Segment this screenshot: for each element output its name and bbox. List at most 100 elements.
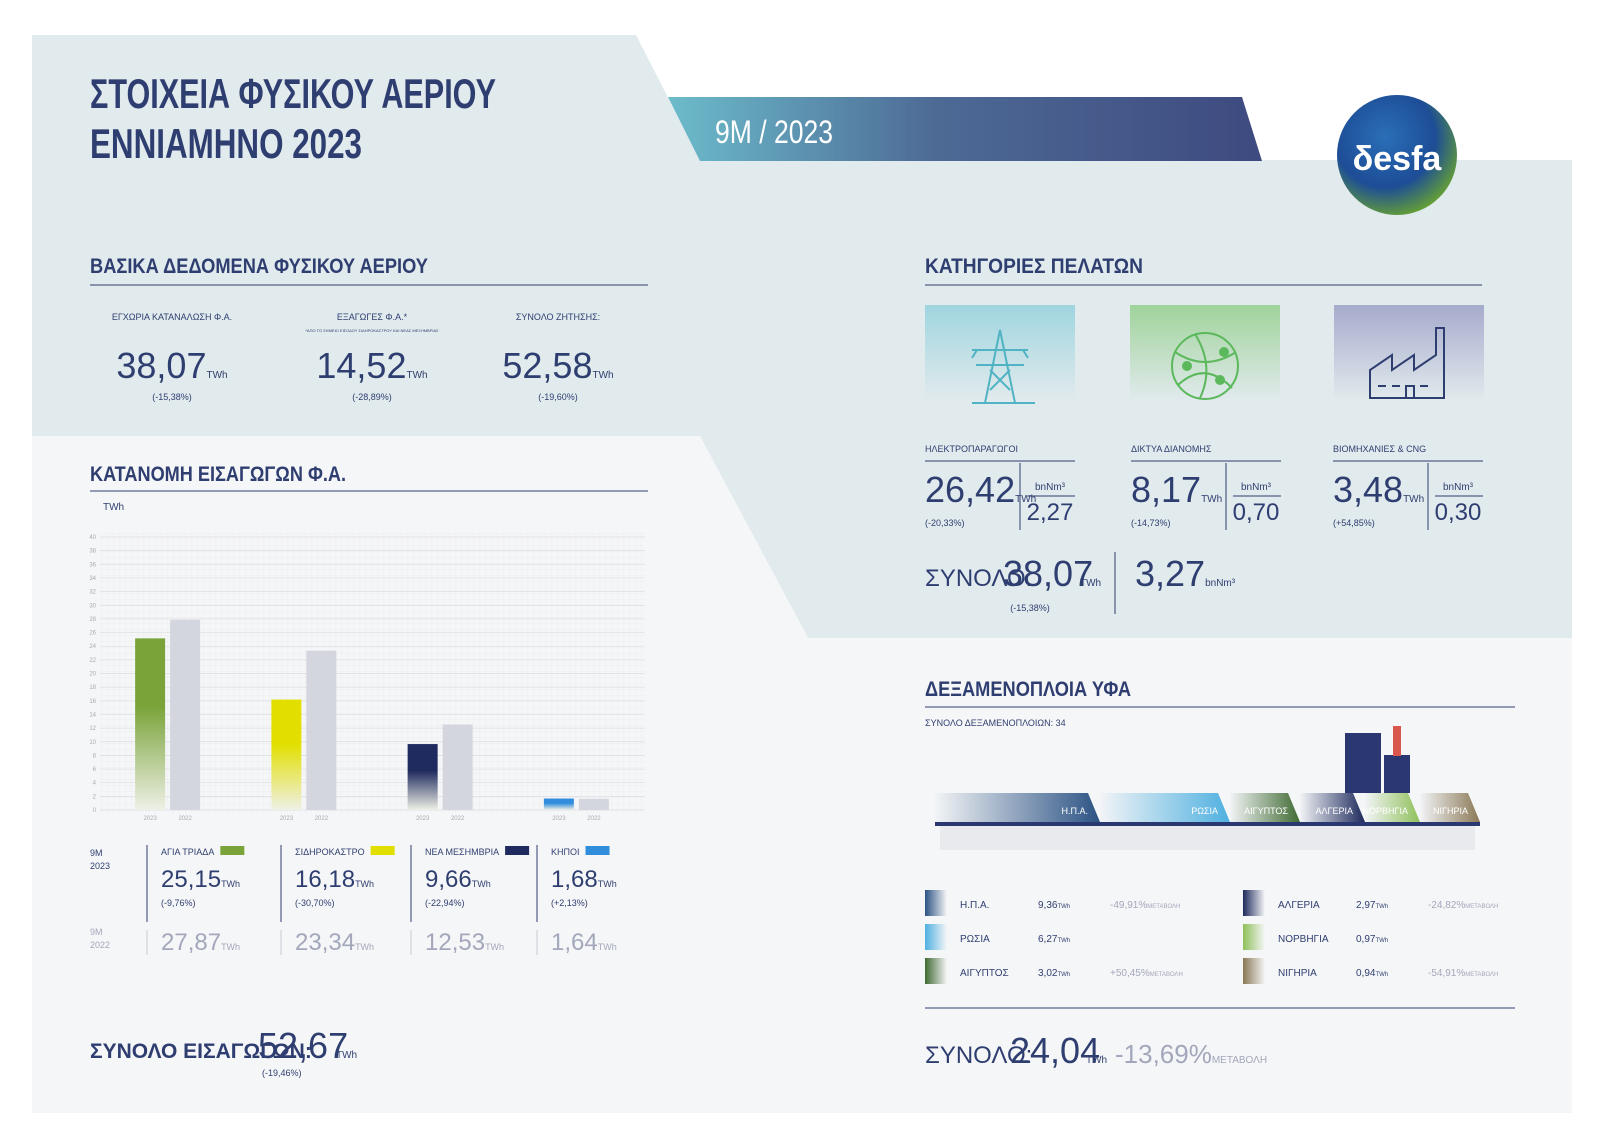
entry-point: ΚΗΠΟΙ [551,847,580,857]
country-value: 9,36 [1038,900,1058,911]
text: 52,67 [258,1025,348,1066]
text: ΣΥΝΟΛΟ ΖΗΤΗΣΗΣ: [516,312,600,322]
change: (-30,70%) [295,898,335,908]
text: ΚΗΠΟΙ [551,847,580,857]
panel [32,35,1572,638]
lng-subtitle: ΣΥΝΟΛΟ ΔΕΞΑΜΕΝΟΠΛΟΙΩΝ: 34 [925,718,1066,728]
country-name: ΡΩΣΙΑ [960,934,990,945]
total-change: -13,69% [1115,1039,1212,1069]
category-change: (-14,73%) [1131,518,1171,528]
text: -54,91%ΜΕΤΑΒΟΛΗ [1428,968,1498,979]
change-word: ΜΕΤΑΒΟΛΗ [1147,904,1180,910]
ship-label: ΑΙΓΥΠΤΟΣ [1244,806,1288,816]
ship-label: ΡΩΣΙΑ [1191,806,1218,816]
text: 3,48TWh [1333,469,1424,510]
text: (-15,38%) [1010,603,1050,613]
footnote: *ΑΠΟ ΤΟ ΣΗΜΕΙΟ ΕΙΣΟΔΟΥ ΣΙΔΗΡΟΚΑΣΤΡΟΥ ΚΑΙ… [305,328,439,333]
color-key [505,846,530,855]
country-name: ΝΟΡΒΗΓΙΑ [1278,934,1329,945]
kpi-change: (-15,38%) [152,392,192,402]
change: (-22,94%) [425,898,465,908]
kpi-change: (-19,60%) [538,392,578,402]
bar [306,650,337,810]
text: ΔΙΚΤΥΑ ΔΙΑΝΟΜΗΣ [1131,444,1212,454]
color-key [1243,924,1265,950]
text: TWh [1086,1055,1107,1066]
text: 38,07 [1003,553,1093,594]
unit: TWh [1201,494,1222,505]
value-2023: 1,68 [551,866,598,893]
country-name: ΑΙΓΥΠΤΟΣ [960,968,1009,979]
kpi-value: 14,52 [316,345,406,386]
series-label: 2022 [315,816,329,822]
y-axis-label: TWh [103,502,124,513]
total-volume: 3,27 [1135,553,1205,594]
globe-icon [1171,332,1239,400]
text: Η.Π.Α. [960,900,989,911]
color-key [925,958,947,984]
unit: TWh [406,370,427,381]
ship [935,726,1480,850]
text: TWh [1080,578,1101,589]
category-value: 3,48 [1333,469,1403,510]
text: ΑΛΓΕΡΙΑ [1278,900,1320,911]
ship-segment [1100,793,1230,822]
bar [578,798,609,810]
bar [407,744,438,810]
kpi-label: ΕΞΑΓΩΓΕΣ Φ.Α.* [337,312,408,322]
total-change: (-15,38%) [1010,603,1050,613]
section-title: ΒΑΣΙΚΑ ΔΕΔΟΜΕΝΑ ΦΥΣΙΚΟΥ ΑΕΡΙΟΥ [90,255,428,278]
title: ΕΝΝΙΑΜΗΝΟ 2023 [90,120,362,167]
y-tick-label: 6 [93,767,97,773]
text: -49,91%ΜΕΤΑΒΟΛΗ [1110,900,1180,911]
text: 26,42TWh [925,469,1036,510]
icon-box [1334,305,1484,400]
value-2023: 16,18 [295,866,355,893]
country-value: 0,97 [1356,934,1376,945]
text: 0,30 [1435,499,1482,526]
text: (-28,89%) [352,392,392,402]
entry-point: ΣΙΔΗΡΟΚΑΣΤΡΟ [295,847,365,857]
text: TWh [336,1050,357,1061]
total-value: 24,04 [1010,1030,1100,1071]
color-key [1243,958,1265,984]
period: 9M / 2023 [715,114,833,150]
country-value: 3,02 [1038,968,1058,979]
text: 9,36TWh [1038,900,1070,911]
kpi-label: ΕΓΧΩΡΙΑ ΚΑΤΑΝΑΛΩΣΗ Φ.Α. [112,312,232,322]
country-value: 0,94 [1356,968,1376,979]
text: (-19,46%) [262,1068,302,1078]
total-label: ΣΥΝΟΛΟ: [925,1042,1032,1069]
ship-segment [935,793,1100,822]
unit: TWh [598,942,617,952]
category-volume: 0,70 [1233,499,1280,526]
ship-segment [1300,793,1365,822]
y-tick-label: 30 [89,603,96,609]
color-key [925,890,947,916]
unit: bnNm³ [1443,482,1474,493]
y-tick-label: 38 [89,549,96,555]
text: 12,53TWh [425,929,504,956]
y-tick-label: 14 [89,712,96,718]
section-title: ΔΕΞΑΜΕΝΟΠΛΟΙΑ ΥΦΑ [925,678,1131,701]
total-change: (-19,46%) [262,1068,302,1078]
ship-label: ΝΙΓΗΡΙΑ [1433,806,1468,816]
text: (-9,76%) [161,898,196,908]
country-change: -49,91% [1110,900,1147,911]
category-label: ΒΙΟΜΗΧΑΝΙΕΣ & CNG [1333,444,1426,454]
text: 0,97TWh [1356,934,1388,945]
text: ΡΩΣΙΑ [960,934,990,945]
total-value: 38,07 [1003,553,1093,594]
kpi-value: 52,58 [502,345,592,386]
value-2022: 23,34 [295,929,355,956]
change-word: ΜΕΤΑΒΟΛΗ [1150,972,1183,978]
country-value: 6,27 [1038,934,1058,945]
unit: bnNm³ [1035,482,1066,493]
text: 14,52TWh [316,345,427,386]
tower-icon [971,329,1035,404]
color-key [925,924,947,950]
text: 23,34TWh [295,929,374,956]
text: ΗΛΕΚΤΡΟΠΑΡΑΓΩΓΟΙ [925,444,1018,454]
banner [668,97,1262,161]
